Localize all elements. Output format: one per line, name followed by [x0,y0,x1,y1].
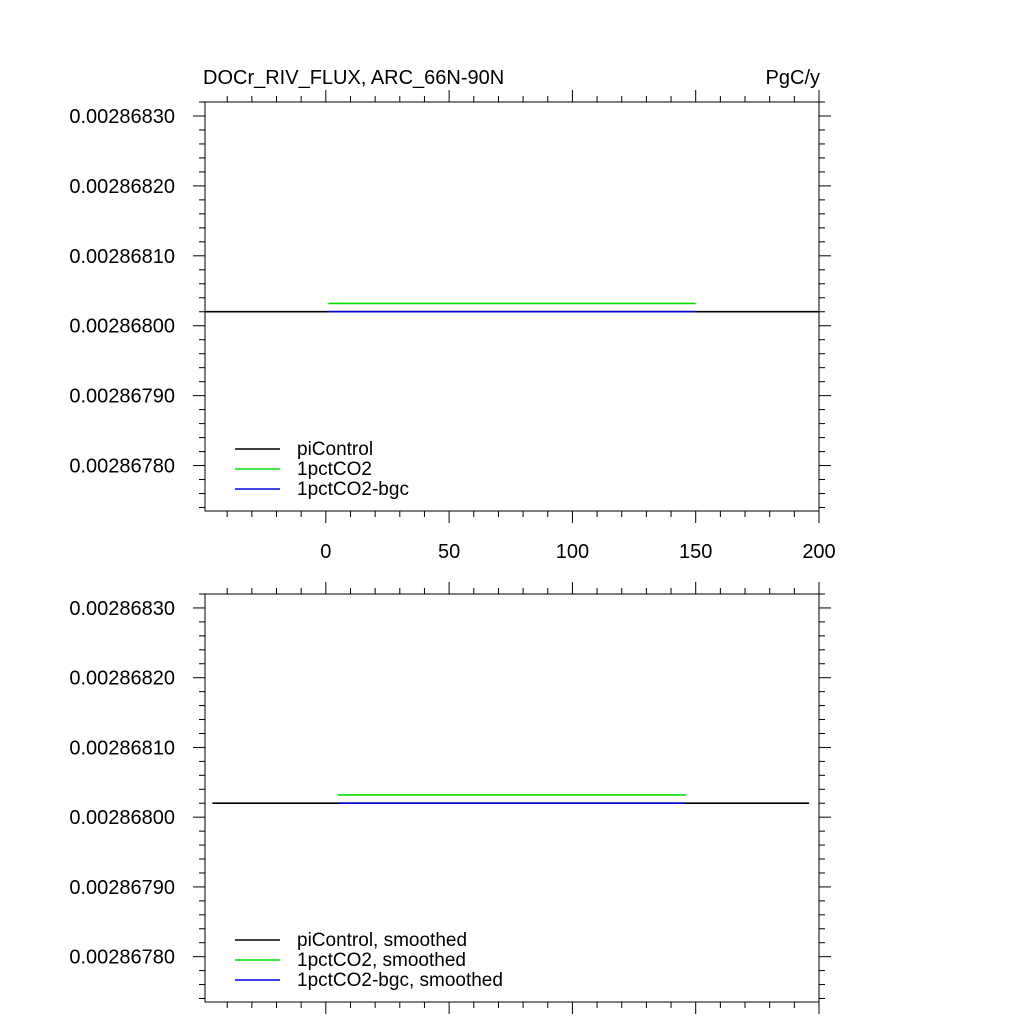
panel-2: 0.00286830 0.00286820 0.00286810 0.00286800… [69,582,831,1014]
legend-label: 1pctCO2, smoothed [297,950,466,971]
y-tick-label: 0.00286820 [69,668,175,690]
y-tick-label: 0.00286790 [69,877,175,899]
x-tick-label: 100 [556,541,589,563]
y-tick-label: 0.00286830 [69,598,175,620]
x-tick-label: 50 [438,541,460,563]
y-tick-label: 0.00286800 [69,807,175,829]
units-label: PgC/y [766,67,820,89]
legend-label: piControl [297,439,373,460]
y-tick-label: 0.00286830 [69,106,175,128]
plot-frame [204,593,820,1003]
x-tick-label: 150 [679,541,712,563]
chart-title: DOCr_RIV_FLUX, ARC_66N-90N [203,67,504,89]
y-tick-label: 0.00286800 [69,316,175,338]
legend-label: 1pctCO2-bgc [297,479,409,500]
legend-label: piControl, smoothed [297,930,467,951]
x-tick-label: 0 [320,541,331,563]
legend-label: 1pctCO2-bgc, smoothed [297,970,503,991]
legend-label: 1pctCO2 [297,459,372,480]
y-tick-label: 0.00286780 [69,947,175,969]
plot-frame [204,101,820,512]
y-tick-label: 0.00286810 [69,246,175,268]
y-tick-label: 0.00286810 [69,737,175,759]
y-tick-label: 0.00286790 [69,386,175,408]
y-tick-label: 0.00286820 [69,176,175,198]
x-tick-label: 200 [802,541,835,563]
panel-1: DOCr_RIV_FLUX, ARC_66N-90N PgC/y 0.0028683… [69,67,835,563]
y-tick-label: 0.00286780 [69,456,175,478]
